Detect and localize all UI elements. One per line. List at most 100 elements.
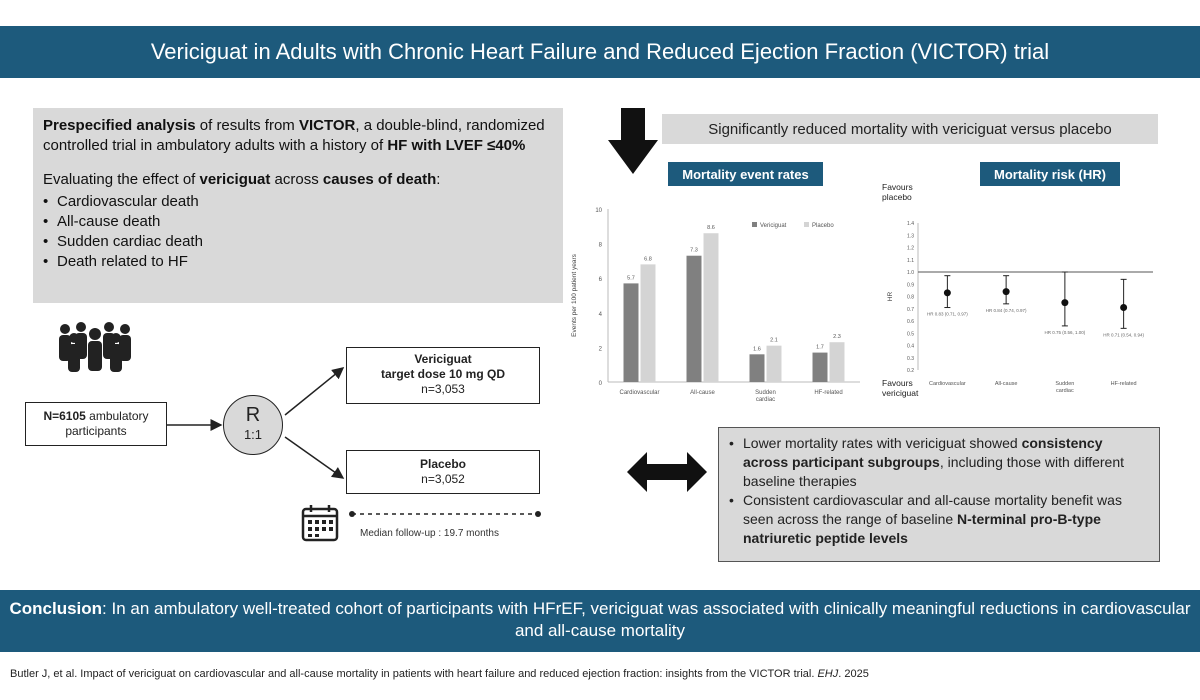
arm1-n: n=3,053 (421, 382, 465, 396)
y-tick-label: 0.2 (907, 368, 914, 374)
hr-ci-label: HR 0.71 (0.54, 0.94) (1103, 332, 1144, 337)
calendar-icon (301, 505, 339, 542)
x-tick-label: All-cause (995, 381, 1018, 387)
finding-text: Consistent cardiovascular and all-cause … (743, 492, 1122, 527)
causes-text: Evaluating the effect of (43, 171, 200, 188)
flow-connectors (167, 367, 541, 517)
event-rates-title: Mortality event rates (668, 162, 823, 186)
conclusion-text: : In an ambulatory well-treated cohort o… (102, 599, 1191, 640)
conclusion-banner: Conclusion: In an ambulatory well-treate… (0, 590, 1200, 652)
y-tick-label: 1.4 (907, 221, 914, 227)
legend-label: Vericiguat (760, 223, 787, 229)
y-tick-label: 8 (599, 243, 603, 249)
x-tick-label: Sudden (1055, 381, 1074, 387)
intro-bold-analysis: Prespecified analysis (43, 117, 196, 134)
y-axis-label: HR (887, 292, 894, 302)
arm1-dose: target dose 10 mg QD (380, 367, 506, 381)
bar (703, 233, 719, 382)
finding-item: Lower mortality rates with vericiguat sh… (729, 434, 1149, 491)
y-tick-label: 0.9 (907, 282, 914, 288)
y-tick-label: 0.7 (907, 307, 914, 313)
bar-value-label: 1.6 (753, 346, 761, 352)
intro-box: Prespecified analysis of results from VI… (33, 108, 563, 303)
bar-value-label: 7.3 (690, 248, 698, 254)
hr-point (943, 289, 951, 297)
causes-bold-causes: causes of death (322, 171, 437, 188)
randomization-label: R (245, 404, 261, 426)
y-tick-label: 1.0 (907, 270, 914, 276)
cause-item: Cardiovascular death (43, 192, 553, 212)
down-arrow-icon (608, 108, 658, 174)
hr-ci-label: HR 0.75 (0.56, 1.00) (1044, 330, 1085, 335)
cause-item: All-cause death (43, 212, 553, 232)
y-tick-label: 4 (599, 312, 603, 318)
hr-point (1061, 299, 1069, 307)
findings-list: Lower mortality rates with vericiguat sh… (729, 434, 1149, 548)
hr-point (1120, 304, 1128, 312)
y-tick-label: 1.1 (907, 258, 914, 264)
y-tick-label: 2 (599, 346, 603, 352)
placebo-arm-box: Placebo n=3,052 (346, 450, 540, 494)
bar-value-label: 5.7 (627, 275, 635, 281)
bar (640, 264, 656, 382)
bar (766, 345, 782, 382)
favours-vericiguat-label: vericiguat (882, 388, 919, 398)
y-tick-label: 0.5 (907, 331, 914, 337)
cause-item: Sudden cardiac death (43, 232, 553, 252)
hr-point (1002, 288, 1010, 296)
significance-banner: Significantly reduced mortality with ver… (662, 114, 1158, 144)
significance-text: Significantly reduced mortality with ver… (708, 120, 1112, 138)
participants-box: N=6105 ambulatory participants (25, 402, 167, 446)
vericiguat-arm-box: Vericiguat target dose 10 mg QD n=3,053 (346, 347, 540, 404)
intro-text: , a double-blind, randomized controlled … (43, 117, 545, 154)
x-tick-label: HF-related (1111, 381, 1137, 387)
x-tick-label: cardiac (756, 397, 775, 403)
y-axis-label: Events per 100 patient years (571, 253, 578, 336)
intro-bold-victor: VICTOR (298, 117, 356, 134)
x-tick-label: Sudden (755, 390, 776, 396)
favours-vericiguat-label: Favours (882, 378, 913, 388)
y-tick-label: 6 (599, 277, 603, 283)
conclusion-label: Conclusion (9, 599, 103, 618)
bar (686, 255, 702, 382)
randomization-ratio: 1:1 (243, 427, 263, 442)
y-tick-label: 0.3 (907, 356, 914, 362)
arm2-title: Placebo (419, 457, 467, 471)
causes-list: Cardiovascular death All-cause death Sud… (43, 192, 553, 272)
causes-text: across (270, 171, 323, 188)
finding-text: Lower mortality rates with vericiguat sh… (743, 435, 1022, 451)
bar-value-label: 2.3 (833, 334, 841, 340)
y-tick-label: 0 (599, 381, 603, 387)
favours-placebo-label: Favours (882, 182, 913, 192)
legend-swatch (752, 222, 757, 227)
page-title: Vericiguat in Adults with Chronic Heart … (150, 39, 1050, 64)
title-banner: Vericiguat in Adults with Chronic Heart … (0, 26, 1200, 78)
hazard-ratio-chart: 0.2 0.3 0.4 0.5 0.6 0.7 0.8 0.9 1.0 1.1 1.2 1.3 1.4 H… (882, 182, 1153, 398)
legend-label: Placebo (812, 223, 834, 229)
x-tick-label: HF-related (814, 390, 842, 396)
hr-ci-label: HR 0.83 (0.71, 0.97) (927, 312, 968, 317)
people-group-icon (59, 322, 131, 372)
citation-journal: EHJ (817, 668, 839, 680)
participants-count: N=6105 (43, 409, 86, 423)
y-tick-label: 0.6 (907, 319, 914, 325)
double-arrow-icon (627, 452, 707, 492)
cause-item: Death related to HF (43, 252, 553, 272)
bar-value-label: 1.7 (816, 345, 824, 351)
x-tick-label: All-cause (690, 390, 715, 396)
intro-text: of results from (195, 117, 299, 134)
x-tick-label: cardiac (1056, 388, 1074, 394)
bar-value-label: 6.8 (644, 256, 652, 262)
arm2-n: n=3,052 (421, 472, 465, 486)
y-tick-label: 0.8 (907, 295, 914, 301)
randomization-circle: R 1:1 (223, 395, 283, 455)
followup-label: Median follow-up : 19.7 months (360, 528, 499, 539)
causes-text: : (436, 171, 441, 188)
y-tick-label: 1.3 (907, 233, 914, 239)
x-tick-label: Cardiovascular (619, 390, 659, 396)
bar (623, 283, 639, 382)
finding-item: Consistent cardiovascular and all-cause … (729, 491, 1149, 548)
citation-year: . 2025 (838, 668, 869, 680)
x-tick-label: Cardiovascular (929, 381, 966, 387)
arm1-title: Vericiguat (414, 352, 472, 366)
